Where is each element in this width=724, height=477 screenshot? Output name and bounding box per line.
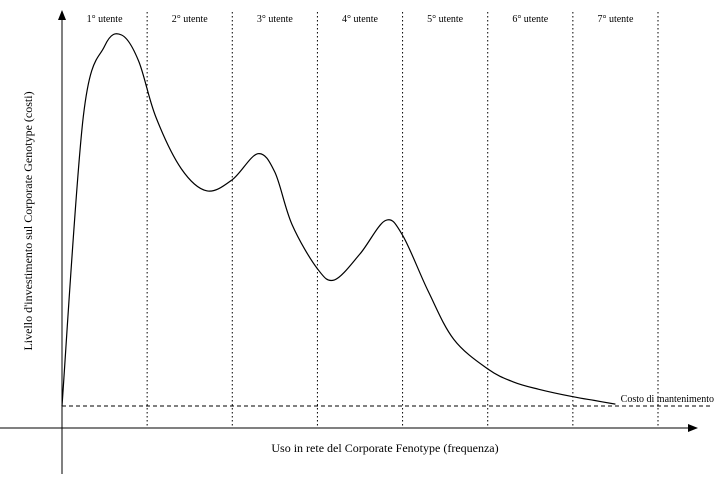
x-axis-title: Uso in rete del Corporate Fenotype (freq…: [271, 441, 498, 455]
segment-label: 5° utente: [427, 14, 463, 25]
segment-label: 1° utente: [87, 14, 123, 25]
segment-label: 4° utente: [342, 14, 378, 25]
series-line: [61, 33, 616, 407]
segment-dividers: [146, 12, 659, 428]
segment-label: 2° utente: [172, 14, 208, 25]
segment-label: 3° utente: [257, 14, 293, 25]
segment-labels: 1° utente 2° utente 3° utente 4° utente 5° u…: [87, 14, 634, 25]
segment-label: 7° utente: [597, 14, 633, 25]
maintenance-cost-label: Costo di mantenimento: [621, 394, 714, 405]
segment-label: 6° utente: [512, 14, 548, 25]
y-axis-title: Livello d'investimento sul Corporate Gen…: [21, 91, 35, 350]
